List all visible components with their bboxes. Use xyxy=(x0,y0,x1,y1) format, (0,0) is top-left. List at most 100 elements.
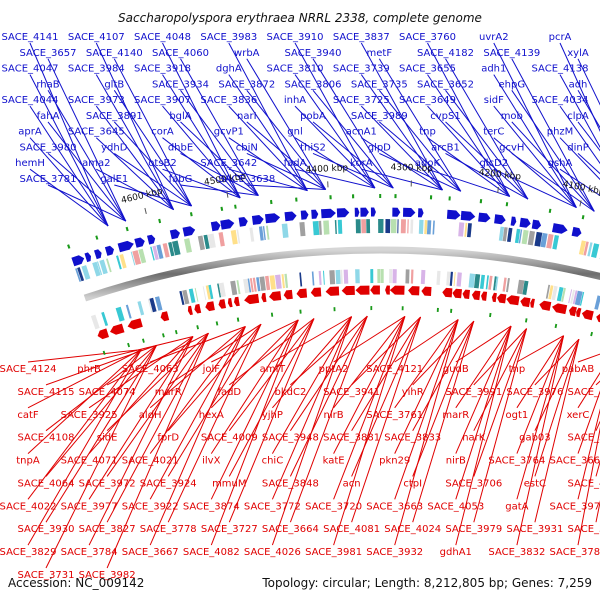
reverse-gene-label: ilvX xyxy=(202,456,220,467)
forward-label-leader xyxy=(493,74,577,208)
reverse-gene-label: gudB xyxy=(443,364,469,375)
reverse-label-leader xyxy=(473,328,528,523)
reverse-gene-label: gdhA1 xyxy=(440,547,472,558)
rna-marker xyxy=(548,208,552,213)
reverse-label-leader xyxy=(167,323,262,477)
functional-category-block xyxy=(81,265,91,280)
functional-category-block xyxy=(436,270,441,285)
rna-marker xyxy=(333,307,336,312)
reverse-label-leader xyxy=(271,316,353,454)
forward-gene-label: pobA xyxy=(300,111,326,122)
forward-gene-label: SACE_4139 xyxy=(483,48,540,59)
forward-gene-label: fahA xyxy=(37,111,60,122)
forward-gene-label: SACE_4047 xyxy=(2,64,59,75)
functional-category-block xyxy=(410,219,414,234)
forward-cds-arrow xyxy=(494,214,506,225)
forward-label-leader xyxy=(113,58,193,207)
functional-category-block xyxy=(149,297,157,313)
functional-category-block xyxy=(514,228,521,244)
functional-category-block xyxy=(323,220,330,235)
reverse-label-leader xyxy=(27,349,142,409)
reverse-gene-label: phrB xyxy=(77,364,101,375)
kbp-tick-label: 4100 kbp xyxy=(562,179,600,197)
forward-cds-arrow xyxy=(403,207,416,217)
forward-label-leader xyxy=(95,74,175,210)
functional-category-block xyxy=(92,261,101,277)
functional-category-block xyxy=(258,226,264,241)
reverse-gene-label: jolF xyxy=(202,364,221,375)
reverse-label-leader xyxy=(394,319,459,546)
reverse-label-leader xyxy=(412,320,475,431)
forward-label-leader xyxy=(246,121,327,190)
rna-marker xyxy=(196,325,199,330)
forward-gene-label: SACE_3940 xyxy=(285,48,342,59)
forward-gene-label: pcrA xyxy=(549,32,572,43)
functional-category-block xyxy=(551,285,558,301)
forward-cds-arrow xyxy=(552,223,568,234)
reverse-label-leader xyxy=(577,426,600,546)
forward-gene-label: SACE_4182 xyxy=(417,48,474,59)
reverse-label-leader xyxy=(88,336,194,546)
functional-category-block xyxy=(208,284,214,300)
forward-gene-label: SACE_3837 xyxy=(333,32,390,43)
functional-category-block xyxy=(162,243,170,258)
functional-category-block xyxy=(424,220,428,235)
reverse-label-leader xyxy=(211,319,299,363)
forward-gene-label: terC xyxy=(483,127,504,138)
reverse-gene-label: SACE_3832 xyxy=(488,547,545,558)
functional-category-block xyxy=(184,238,192,253)
reverse-gene-label: fprD xyxy=(157,433,179,444)
reverse-label-leader xyxy=(271,316,353,500)
backbone-ring xyxy=(83,246,600,302)
forward-cds-arrow xyxy=(360,207,369,217)
forward-gene-label: SACE_3983 xyxy=(200,32,257,43)
forward-cds-arrow xyxy=(210,221,221,232)
reverse-label-leader xyxy=(210,319,299,546)
reverse-label-leader xyxy=(351,316,422,431)
forward-label-leader xyxy=(378,121,462,192)
reverse-gene-label: SACE_3764 xyxy=(488,456,545,467)
forward-gene-label: SACE_3655 xyxy=(399,64,456,75)
functional-category-block xyxy=(493,276,497,291)
reverse-label-leader xyxy=(27,349,142,500)
forward-gene-label: gcvP1 xyxy=(214,127,244,138)
reverse-label-leader xyxy=(272,316,352,409)
functional-category-block xyxy=(119,254,127,269)
forward-label-leaders xyxy=(29,42,600,227)
reverse-label-leader xyxy=(534,339,580,523)
forward-label-leader xyxy=(29,42,109,227)
reverse-label-leader xyxy=(333,315,406,363)
reverse-gene-label: SACE_3925 xyxy=(61,410,118,421)
rna-marker xyxy=(479,199,483,204)
forward-gene-label: SACE_4138 xyxy=(532,64,589,75)
reverse-gene-label: SACE_3972 xyxy=(79,478,136,489)
rna-marker xyxy=(270,312,274,317)
reverse-gene-label: SACE_3833 xyxy=(384,433,441,444)
reverse-gene-label: SACE_3948 xyxy=(262,433,319,444)
functional-category-block xyxy=(570,289,575,304)
functional-category-block xyxy=(249,278,254,293)
forward-cds-arrow xyxy=(519,217,531,228)
reverse-cds-arrow xyxy=(552,303,568,315)
forward-gene-label: SACE_3638 xyxy=(218,174,275,185)
reverse-gene-label: SACE_3874 xyxy=(183,501,240,512)
functional-category-block xyxy=(355,269,360,284)
kbp-tick-mark xyxy=(579,200,582,207)
forward-label-leader xyxy=(228,168,308,192)
functional-category-block xyxy=(534,231,543,247)
forward-label-leader xyxy=(162,105,241,199)
forward-cds-arrow xyxy=(336,208,350,218)
reverse-label-leader xyxy=(27,349,142,363)
reverse-gene-label: SACE_3978 xyxy=(550,501,600,512)
reverse-gene-label: SACE_3778 xyxy=(140,524,197,535)
feature-tracks xyxy=(67,194,600,355)
functional-category-block xyxy=(378,219,384,233)
reverse-gene-label: SACE_3932 xyxy=(366,547,423,558)
rna-marker xyxy=(174,330,178,335)
forward-gene-label: SACE_3645 xyxy=(68,127,125,138)
functional-category-block xyxy=(197,235,205,251)
functional-category-block xyxy=(453,272,456,287)
genome-summary-text: Topology: circular; Length: 8,212,805 bp… xyxy=(261,576,592,590)
reverse-gene-label: gab03 xyxy=(519,433,551,444)
